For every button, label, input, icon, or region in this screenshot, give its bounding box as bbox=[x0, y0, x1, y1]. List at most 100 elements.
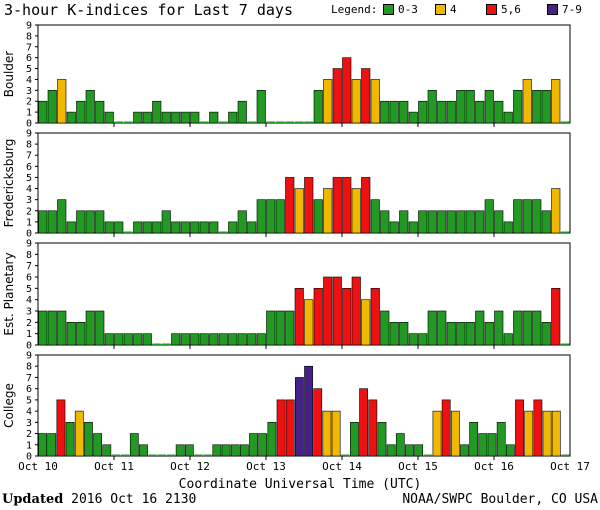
kp-bar bbox=[47, 210, 57, 234]
x-tick-label: Oct 10 bbox=[18, 460, 58, 473]
kp-bar bbox=[294, 188, 304, 234]
kp-bar bbox=[475, 310, 485, 346]
kp-bar bbox=[104, 111, 114, 124]
legend-label-7-9: 7-9 bbox=[562, 3, 582, 16]
kp-bar bbox=[139, 444, 148, 457]
kp-bar bbox=[541, 322, 551, 346]
kp-bar bbox=[460, 444, 469, 457]
kp-bar bbox=[200, 121, 209, 123]
kp-bar bbox=[515, 399, 524, 457]
panel-frame-boulder bbox=[37, 24, 571, 124]
x-tick-label: Oct 11 bbox=[94, 460, 134, 473]
kp-bar bbox=[237, 333, 247, 346]
kp-bar bbox=[532, 90, 542, 124]
kp-bar bbox=[166, 454, 176, 456]
y-tick-label: 0 bbox=[26, 229, 32, 240]
kp-bar bbox=[542, 410, 552, 457]
kp-bar bbox=[496, 422, 506, 457]
kp-bar bbox=[249, 433, 258, 457]
kp-bar bbox=[124, 121, 133, 123]
kp-bar bbox=[209, 111, 219, 124]
x-axis-title: Coordinate Universal Time (UTC) bbox=[178, 477, 422, 492]
panel-label-est-planetary: Est. Planetary bbox=[2, 252, 16, 335]
kp-bar bbox=[194, 454, 203, 456]
panel-frame-est-planetary bbox=[37, 242, 571, 346]
kp-bar bbox=[313, 199, 323, 234]
kp-bar bbox=[389, 322, 399, 346]
y-tick-label: 3 bbox=[26, 307, 32, 318]
kp-bar bbox=[142, 111, 152, 124]
kp-bar bbox=[95, 310, 105, 346]
kp-bar bbox=[332, 177, 342, 234]
y-tick-label: 8 bbox=[26, 362, 32, 373]
legend-swatch-5-6 bbox=[486, 4, 497, 15]
kp-bar bbox=[76, 210, 86, 234]
kp-bar bbox=[361, 68, 371, 124]
kp-bar bbox=[532, 199, 542, 234]
kp-bar bbox=[38, 100, 48, 124]
kp-bar bbox=[351, 276, 361, 346]
kp-bar bbox=[399, 322, 409, 346]
kp-bar bbox=[484, 322, 494, 346]
kp-bar bbox=[323, 276, 333, 346]
kp-bar bbox=[541, 90, 551, 124]
kp-bar bbox=[267, 422, 277, 457]
kp-bar bbox=[484, 90, 494, 124]
kp-bar bbox=[487, 433, 497, 457]
kp-bar bbox=[522, 79, 532, 124]
y-tick-label: 1 bbox=[26, 329, 32, 340]
y-tick-label: 5 bbox=[26, 284, 32, 295]
y-tick-label: 9 bbox=[26, 239, 32, 250]
kp-bar bbox=[161, 210, 171, 234]
kp-bar bbox=[161, 111, 171, 124]
kp-bar bbox=[171, 221, 181, 234]
kp-bar bbox=[152, 221, 162, 234]
kp-bar bbox=[295, 377, 304, 457]
kp-bar bbox=[142, 333, 152, 346]
kp-bar bbox=[256, 199, 266, 234]
kp-bar bbox=[494, 100, 504, 124]
kp-bar bbox=[418, 100, 428, 124]
kp-bar bbox=[212, 444, 222, 457]
x-tick-label: Oct 14 bbox=[322, 460, 362, 473]
y-tick-label: 9 bbox=[26, 129, 32, 140]
kp-bar bbox=[475, 100, 485, 124]
y-tick-label: 4 bbox=[26, 75, 32, 86]
kp-bar bbox=[162, 343, 171, 345]
kp-bar bbox=[304, 365, 313, 457]
y-tick-label: 7 bbox=[26, 151, 32, 162]
y-tick-label: 0 bbox=[26, 341, 32, 352]
kp-bar bbox=[142, 221, 152, 234]
kp-bar bbox=[258, 433, 268, 457]
kp-bar bbox=[114, 333, 124, 346]
panel-label-boulder: Boulder bbox=[2, 51, 16, 98]
kp-bar bbox=[342, 288, 352, 346]
kp-bar bbox=[84, 422, 93, 457]
legend-label-0-3: 0-3 bbox=[398, 3, 418, 16]
kp-bar bbox=[533, 399, 543, 457]
kp-bar bbox=[361, 299, 371, 346]
kp-bar bbox=[304, 121, 313, 123]
x-tick-label: Oct 15 bbox=[398, 460, 438, 473]
kp-bar bbox=[408, 111, 418, 124]
kp-bar bbox=[418, 333, 428, 346]
kp-bar bbox=[484, 199, 494, 234]
kp-bar bbox=[331, 410, 341, 457]
kp-bar bbox=[465, 210, 475, 234]
legend-swatch-0-3 bbox=[383, 4, 394, 15]
kp-bar bbox=[47, 433, 57, 457]
kp-bar bbox=[389, 221, 399, 234]
y-tick-label: 3 bbox=[26, 86, 32, 97]
kp-bar bbox=[38, 310, 48, 346]
kp-bar bbox=[228, 111, 238, 124]
kp-bar bbox=[522, 199, 532, 234]
kp-bar bbox=[219, 231, 228, 233]
kp-bar bbox=[57, 199, 67, 234]
kp-bar bbox=[124, 231, 133, 233]
kp-bar bbox=[157, 454, 166, 456]
kp-bar bbox=[505, 444, 515, 457]
kp-bar bbox=[209, 333, 219, 346]
kp-bar bbox=[180, 111, 190, 124]
kp-bar bbox=[332, 68, 342, 124]
kp-bar bbox=[38, 433, 47, 457]
